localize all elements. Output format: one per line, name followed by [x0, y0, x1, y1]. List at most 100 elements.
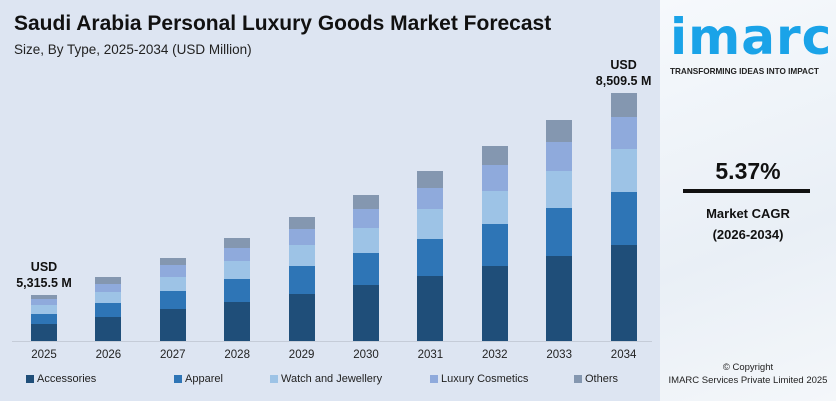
x-tick-label: 2032 [482, 349, 508, 361]
x-tick-label: 2033 [546, 349, 572, 361]
total-annotation-2034: USD 8,509.5 M [579, 57, 669, 89]
bar-segment-apparel [610, 192, 637, 245]
bar-segment-watch-and-jewellery [610, 149, 637, 192]
bar-segment-luxury-cosmetics [546, 141, 573, 171]
bar-segment-others [224, 237, 251, 249]
legend-swatch [430, 375, 438, 383]
bar-segment-others [481, 146, 508, 165]
x-tick-label: 2029 [288, 349, 315, 361]
chart-title: Saudi Arabia Personal Luxury Goods Marke… [14, 12, 552, 35]
legend-label: Others [585, 373, 619, 385]
logo-tagline: TRANSFORMING IDEAS INTO IMPACT [670, 67, 819, 76]
bar-segment-watch-and-jewellery [159, 276, 186, 292]
bar-segment-luxury-cosmetics [481, 164, 508, 191]
bar-segment-others [353, 194, 379, 210]
chart-subtitle: Size, By Type, 2025-2034 (USD Million) [14, 42, 252, 57]
cagr-label-text: Market CAGR [706, 206, 790, 221]
bar-segment-luxury-cosmetics [288, 229, 315, 245]
bar-segment-watch-and-jewellery [481, 190, 508, 224]
bar-segment-accessories [546, 256, 573, 341]
bar-2029 [288, 216, 315, 341]
bar-segment-apparel [546, 208, 573, 257]
bar-2030 [353, 194, 379, 341]
bar-segment-watch-and-jewellery [353, 228, 379, 253]
bar-segment-accessories [481, 265, 508, 341]
bar-segment-apparel [224, 278, 251, 302]
x-tick-label: 2025 [31, 349, 57, 361]
bar-segment-others [417, 171, 444, 188]
bar-2034 [610, 93, 637, 341]
bar-segment-apparel [417, 239, 444, 277]
x-tick-label: 2031 [417, 349, 444, 361]
bar-segment-apparel [481, 223, 508, 266]
cagr-period: (2026-2034) [712, 227, 784, 242]
bar-segment-apparel [159, 291, 186, 309]
legend-item: Luxury Cosmetics [430, 373, 528, 385]
bar-segment-luxury-cosmetics [31, 299, 57, 306]
bar-segment-luxury-cosmetics [95, 283, 122, 292]
cagr-value: 5.37% [715, 158, 781, 184]
annotation-line1: USD [610, 58, 637, 72]
legend-label: Luxury Cosmetics [441, 373, 529, 385]
x-tick-label: 2034 [610, 349, 637, 361]
bar-segment-luxury-cosmetics [224, 248, 251, 261]
bar-segment-others [95, 276, 122, 284]
bar-segment-others [546, 120, 573, 142]
legend-swatch [26, 375, 34, 383]
bar-segment-apparel [95, 303, 122, 317]
bar-segment-luxury-cosmetics [417, 187, 444, 210]
bar-segment-others [610, 93, 637, 118]
bar-segment-watch-and-jewellery [417, 209, 444, 240]
bar-segment-watch-and-jewellery [224, 260, 251, 279]
bar-segment-accessories [95, 316, 122, 341]
bar-segment-apparel [288, 266, 315, 295]
bar-2028 [224, 237, 251, 341]
bar-segment-watch-and-jewellery [288, 244, 315, 267]
bar-segment-accessories [31, 324, 57, 341]
copyright-company: IMARC Services Private Limited 2025 [668, 375, 828, 386]
legend-item: Others [574, 373, 618, 385]
legend-label: Apparel [185, 373, 223, 385]
annotation-line1: USD [30, 259, 58, 274]
copyright-symbol-text: © Copyright [722, 362, 774, 373]
legend-item: Accessories [26, 373, 96, 385]
total-annotation-2025: USD 5,315.5 M [0, 259, 89, 291]
bar-2033 [546, 120, 573, 341]
annotation-value: 8,509.5 M [595, 74, 652, 88]
bar-segment-others [288, 216, 315, 230]
bar-segment-luxury-cosmetics [159, 265, 186, 277]
bar-segment-accessories [353, 285, 379, 341]
x-tick-label: 2026 [95, 349, 122, 361]
copyright: © Copyright IMARC Services Private Limit… [660, 361, 836, 387]
chart-area: Saudi Arabia Personal Luxury Goods Marke… [0, 0, 660, 401]
legend-item: Apparel [174, 373, 223, 385]
x-tick-label: 2030 [353, 349, 379, 361]
bar-segment-accessories [610, 245, 637, 341]
legend-swatch [174, 375, 182, 383]
x-axis-line [12, 341, 652, 342]
side-panel: imarc TRANSFORMING IDEAS INTO IMPACT 5.3… [660, 0, 836, 401]
bar-segment-accessories [224, 301, 251, 341]
annotation-value: 5,315.5 M [16, 275, 72, 290]
bar-segment-accessories [159, 308, 186, 341]
bar-segment-watch-and-jewellery [31, 305, 57, 315]
bar-segment-luxury-cosmetics [353, 209, 379, 229]
bar-segment-watch-and-jewellery [95, 291, 122, 304]
x-tick-label: 2028 [224, 349, 250, 361]
bar-2027 [159, 257, 186, 341]
legend-label: Watch and Jewellery [281, 373, 383, 385]
legend-item: Watch and Jewellery [270, 373, 382, 385]
bar-segment-apparel [353, 252, 379, 286]
bar-segment-watch-and-jewellery [546, 170, 573, 209]
divider [683, 189, 810, 193]
bar-segment-others [31, 295, 57, 300]
legend-swatch [574, 375, 582, 383]
bar-segment-accessories [417, 276, 444, 341]
bar-2032 [481, 146, 508, 341]
bar-2026 [95, 276, 122, 341]
imarc-logo: imarc [670, 8, 833, 66]
bar-2031 [417, 171, 444, 341]
bar-segment-luxury-cosmetics [610, 117, 637, 150]
legend-swatch [270, 375, 278, 383]
cagr-label: Market CAGR (2026-2034) [660, 203, 836, 245]
